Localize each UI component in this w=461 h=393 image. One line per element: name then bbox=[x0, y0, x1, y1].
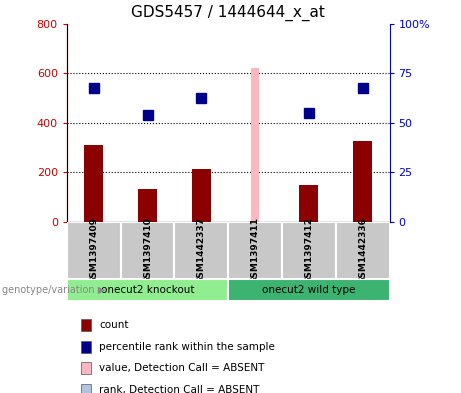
Text: GSM1397412: GSM1397412 bbox=[304, 217, 313, 284]
Text: onecut2 wild type: onecut2 wild type bbox=[262, 285, 355, 295]
Bar bbox=[252, 68, 258, 222]
Text: GSM1397410: GSM1397410 bbox=[143, 217, 152, 284]
Bar bbox=[84, 145, 103, 222]
Bar bbox=[67, 279, 228, 301]
Text: GSM1397409: GSM1397409 bbox=[89, 217, 98, 284]
Bar bbox=[192, 169, 211, 222]
Bar bbox=[138, 189, 157, 222]
Text: GSM1397411: GSM1397411 bbox=[251, 217, 260, 284]
Text: genotype/variation ▶: genotype/variation ▶ bbox=[2, 285, 106, 295]
Text: percentile rank within the sample: percentile rank within the sample bbox=[99, 342, 275, 352]
Bar bbox=[336, 222, 390, 279]
Text: value, Detection Call = ABSENT: value, Detection Call = ABSENT bbox=[99, 363, 265, 373]
Bar bbox=[300, 185, 318, 222]
Text: rank, Detection Call = ABSENT: rank, Detection Call = ABSENT bbox=[99, 385, 260, 393]
Bar bbox=[174, 222, 228, 279]
Bar bbox=[353, 141, 372, 222]
Bar bbox=[251, 68, 259, 222]
Bar bbox=[228, 279, 390, 301]
Bar bbox=[282, 222, 336, 279]
Bar bbox=[228, 222, 282, 279]
Bar bbox=[121, 222, 174, 279]
Bar bbox=[67, 222, 121, 279]
Text: onecut2 knockout: onecut2 knockout bbox=[101, 285, 194, 295]
Title: GDS5457 / 1444644_x_at: GDS5457 / 1444644_x_at bbox=[131, 5, 325, 21]
Text: count: count bbox=[99, 320, 129, 330]
Text: GSM1442337: GSM1442337 bbox=[197, 217, 206, 284]
Text: GSM1442336: GSM1442336 bbox=[358, 217, 367, 284]
